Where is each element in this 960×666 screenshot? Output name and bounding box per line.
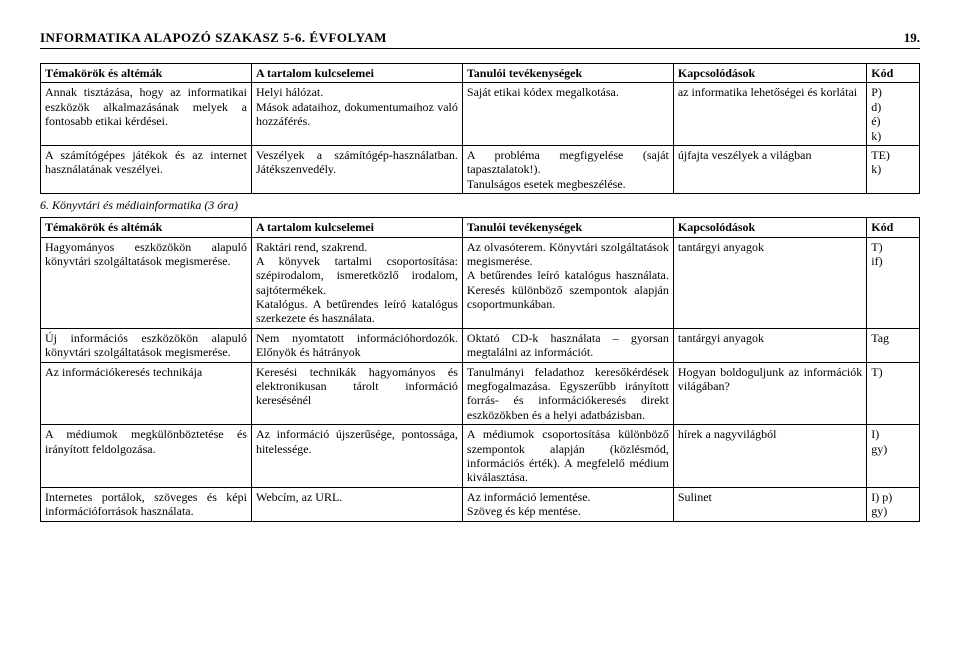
cell: TE)k) bbox=[867, 145, 920, 193]
cell: Hagyományos eszközökön alapuló könyvtári… bbox=[41, 237, 252, 328]
cell: Webcím, az URL. bbox=[251, 487, 462, 521]
cell: A médiumok csoportosítása különböző szem… bbox=[462, 425, 673, 488]
section-title: 6. Könyvtári és médiainformatika (3 óra) bbox=[40, 198, 920, 213]
col-header: Kód bbox=[867, 64, 920, 83]
cell: A számítógépes játékok és az internet ha… bbox=[41, 145, 252, 193]
cell: újfajta veszélyek a világban bbox=[673, 145, 866, 193]
table-row: Internetes portálok, szöveges és képi in… bbox=[41, 487, 920, 521]
cell: Új információs eszközökön alapuló könyvt… bbox=[41, 328, 252, 362]
cell: P)d)é)k) bbox=[867, 83, 920, 146]
cell: az informatika lehetőségei és korlátai bbox=[673, 83, 866, 146]
cell: tantárgyi anyagok bbox=[673, 237, 866, 328]
cell: Annak tisztázása, hogy az informatikai e… bbox=[41, 83, 252, 146]
cell: hírek a nagyvilágból bbox=[673, 425, 866, 488]
col-header: Tanulói tevékenységek bbox=[462, 218, 673, 237]
cell: Az információkeresés technikája bbox=[41, 362, 252, 425]
cell: Tanulmányi feladathoz keresőkérdések meg… bbox=[462, 362, 673, 425]
col-header: A tartalom kulcselemei bbox=[251, 218, 462, 237]
cell: Sulinet bbox=[673, 487, 866, 521]
cell: Hogyan boldoguljunk az információk világ… bbox=[673, 362, 866, 425]
cell: Veszélyek a számítógép-használatban. Ját… bbox=[251, 145, 462, 193]
cell: T)if) bbox=[867, 237, 920, 328]
cell: I) p)gy) bbox=[867, 487, 920, 521]
cell: Tag bbox=[867, 328, 920, 362]
table-row: Hagyományos eszközökön alapuló könyvtári… bbox=[41, 237, 920, 328]
cell: A médiumok megkülönböztetése és irányíto… bbox=[41, 425, 252, 488]
cell: Saját etikai kódex megalkotása. bbox=[462, 83, 673, 146]
table-row: Annak tisztázása, hogy az informatikai e… bbox=[41, 83, 920, 146]
table-2: Témakörök és altémák A tartalom kulcsele… bbox=[40, 217, 920, 521]
table-row: A számítógépes játékok és az internet ha… bbox=[41, 145, 920, 193]
cell: Oktató CD-k használata – gyorsan megtalá… bbox=[462, 328, 673, 362]
cell: Az információ újszerűsége, pontossága, h… bbox=[251, 425, 462, 488]
header-title: INFORMATIKA ALAPOZÓ SZAKASZ 5-6. ÉVFOLYA… bbox=[40, 30, 387, 46]
cell: T) bbox=[867, 362, 920, 425]
cell: Keresési technikák hagyományos és elektr… bbox=[251, 362, 462, 425]
col-header: Témakörök és altémák bbox=[41, 218, 252, 237]
cell: Nem nyomtatott információhordozók. Előny… bbox=[251, 328, 462, 362]
table-1: Témakörök és altémák A tartalom kulcsele… bbox=[40, 63, 920, 194]
cell: Raktári rend, szakrend.A könyvek tartalm… bbox=[251, 237, 462, 328]
cell: tantárgyi anyagok bbox=[673, 328, 866, 362]
cell: A probléma megfigyelése (saját tapasztal… bbox=[462, 145, 673, 193]
page-header: INFORMATIKA ALAPOZÓ SZAKASZ 5-6. ÉVFOLYA… bbox=[40, 30, 920, 49]
table-row: A médiumok megkülönböztetése és irányíto… bbox=[41, 425, 920, 488]
cell: Internetes portálok, szöveges és képi in… bbox=[41, 487, 252, 521]
cell: Helyi hálózat.Mások adataihoz, dokumentu… bbox=[251, 83, 462, 146]
header-page-number: 19. bbox=[904, 30, 920, 46]
col-header: Tanulói tevékenységek bbox=[462, 64, 673, 83]
col-header: Kapcsolódások bbox=[673, 64, 866, 83]
table-header-row: Témakörök és altémák A tartalom kulcsele… bbox=[41, 218, 920, 237]
cell: I)gy) bbox=[867, 425, 920, 488]
col-header: Témakörök és altémák bbox=[41, 64, 252, 83]
page-container: INFORMATIKA ALAPOZÓ SZAKASZ 5-6. ÉVFOLYA… bbox=[0, 0, 960, 542]
col-header: Kapcsolódások bbox=[673, 218, 866, 237]
table-row: Új információs eszközökön alapuló könyvt… bbox=[41, 328, 920, 362]
table-header-row: Témakörök és altémák A tartalom kulcsele… bbox=[41, 64, 920, 83]
cell: Az információ lementése.Szöveg és kép me… bbox=[462, 487, 673, 521]
col-header: A tartalom kulcselemei bbox=[251, 64, 462, 83]
cell: Az olvasóterem. Könyvtári szolgáltatások… bbox=[462, 237, 673, 328]
col-header: Kód bbox=[867, 218, 920, 237]
table-row: Az információkeresés technikája Keresési… bbox=[41, 362, 920, 425]
